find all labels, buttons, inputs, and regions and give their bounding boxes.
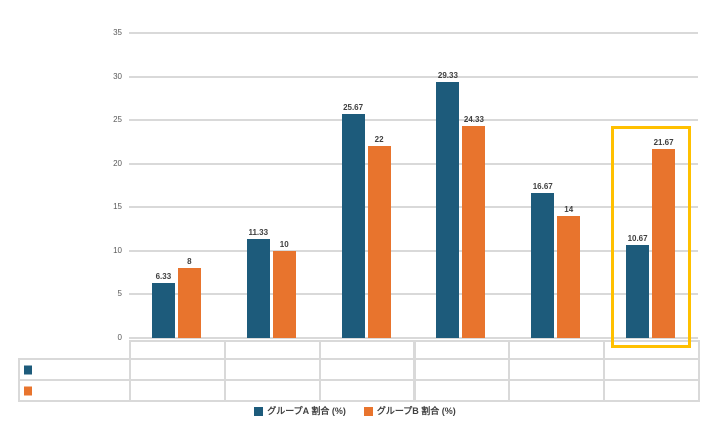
bar-series-b [462,125,486,338]
table-value-cell [318,379,416,402]
bar-series-a [246,239,270,338]
bar-data-label: 10.67 [627,234,648,244]
legend-item: グループB 割合 (%) [363,406,456,416]
legend-swatch [254,406,264,416]
gridline [129,162,698,165]
bar-series-a [531,192,555,338]
table-value-cell [508,379,606,402]
legend-item: グループA 割合 (%) [254,406,346,416]
gridline [129,32,698,34]
table-header-cell [129,340,226,360]
chart-legend: グループA 割合 (%) グループB 割合 (%) [0,406,710,416]
table-header-cell [413,340,511,360]
y-tick-label: 35 [113,28,122,37]
bar-data-label: 24.33 [463,114,484,124]
y-tick-label: 20 [113,158,122,168]
table-header-cell [508,340,606,360]
bar-series-a [151,282,175,338]
bar-series-a [341,114,365,338]
table-value-cell [603,379,700,402]
legend-label: グループA 割合 (%) [267,406,346,416]
bar-series-a [436,82,460,338]
table-header-cell [223,340,321,360]
table-value-cell [223,358,321,381]
bar-data-label: 22 [374,135,384,145]
bar-data-label: 11.33 [248,228,269,238]
table-value-cell [318,358,416,381]
bar-series-b [272,250,296,338]
gridline [129,119,698,122]
series-key-swatch [24,365,32,374]
table-header-cell [318,340,416,360]
attached-data-table [18,340,700,402]
table-value-cell [508,358,606,381]
plot-area: 6.33 11.33 25.67 29.33 16.67 10.67 8 10 22 24.33 1… [129,32,698,339]
y-tick-label: 5 [117,289,122,299]
bar-series-b [557,216,581,338]
bar-series-b [652,149,676,338]
bar-data-label: 29.33 [437,71,458,81]
bar-data-label: 8 [187,257,192,267]
gridline [129,337,698,339]
gridline [129,75,698,78]
bar-data-label: 14 [564,205,574,214]
bar-series-b [367,146,391,338]
y-tick-label: 30 [113,71,122,81]
y-tick-label: 25 [113,115,122,125]
bar-data-label: 10 [279,239,289,249]
bar-data-label: 21.67 [653,138,674,148]
legend-swatch [363,406,373,416]
legend-label: グループB 割合 (%) [376,406,456,416]
y-tick-label: 0 [117,333,122,342]
bar-series-b [177,268,201,338]
bar-data-label: 25.67 [343,103,364,113]
table-value-cell [129,358,226,381]
table-value-cell [223,379,321,402]
y-tick-label: 10 [113,245,122,255]
table-value-cell [413,358,511,381]
bar-data-label: 16.67 [532,181,553,191]
gridline [129,249,698,252]
y-tick-label: 15 [113,202,122,212]
table-value-cell [603,358,700,381]
series-key-swatch [24,386,32,395]
bar-series-a [626,245,650,338]
table-header-cell [603,340,700,360]
table-value-cell [413,379,511,402]
bar-data-label: 6.33 [155,271,172,281]
table-value-cell [129,379,226,402]
gridline [129,206,698,209]
gridline [129,293,698,296]
table-series-key-cell [18,358,131,381]
table-series-key-cell [18,379,131,402]
